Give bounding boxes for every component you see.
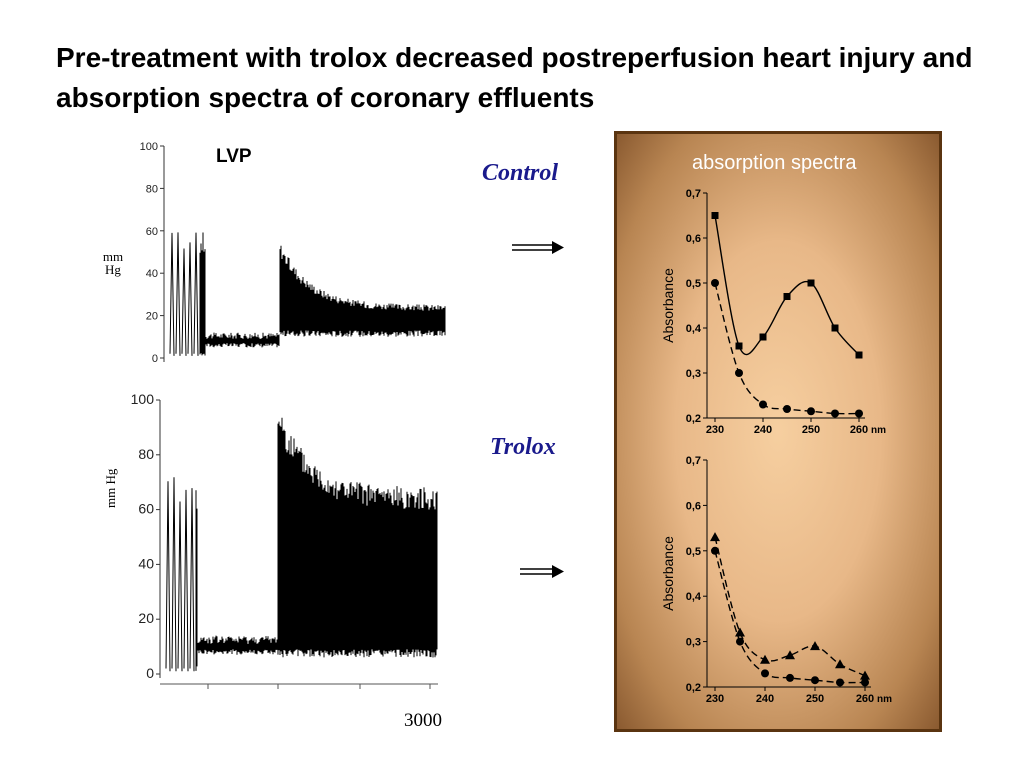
spectra-point-circle (761, 669, 769, 678)
spectra-point-circle (783, 405, 791, 413)
control-label: Control (482, 160, 559, 186)
spectra-y-tick-label: 0,3 (686, 637, 701, 649)
spectra-y-label: Absorbance (660, 536, 676, 611)
spectra-point-triangle (735, 627, 745, 637)
lvp-waveform (169, 232, 446, 356)
spectra-x-tick-label: 240 (754, 424, 772, 436)
spectra-point-circle (861, 678, 869, 687)
spectra-point-circle (786, 673, 794, 682)
spectra-y-tick-label: 0,4 (686, 591, 702, 603)
spectra-y-tick-label: 0,2 (686, 682, 701, 694)
spectra-y-label: Absorbance (660, 268, 676, 343)
spectra-chart-trolox: 0,7 0,6 0,5 0,4 0,3 0,2 230 240 250 260 nm Absorban… (660, 455, 892, 705)
spectra-point-square (783, 293, 791, 300)
lvp-tick-label: 40 (138, 555, 154, 571)
spectra-x-tick-label: 250 (802, 424, 820, 436)
spectra-series-line-square (714, 215, 860, 356)
spectra-point-circle (811, 676, 819, 685)
lvp-chart-control: 100 80 60 40 20 0 (140, 141, 446, 365)
spectra-point-square (759, 333, 767, 341)
lvp-tick-label: 0 (146, 665, 154, 681)
spectra-point-square (807, 279, 815, 287)
lvp-ticks-trolox: 100 80 60 40 20 0 (131, 391, 160, 681)
spectra-point-circle (711, 546, 719, 555)
spectra-y-tick-label: 0,5 (686, 278, 701, 290)
lvp-tick-label: 0 (152, 353, 158, 365)
lvp-trace-control (169, 232, 446, 356)
spectra-x-tick-label: 260 (850, 424, 868, 436)
spectra-y-tick-label: 0,5 (686, 546, 701, 558)
lvp-tick-label: 100 (131, 391, 155, 407)
spectra-y-tick-label: 0,6 (686, 500, 701, 512)
spectra-y-tick-label: 0,6 (686, 233, 701, 245)
spectra-point-circle (711, 279, 719, 287)
spectra-point-triangle (785, 650, 795, 660)
spectra-chart-control: 0,7 0,6 0,5 0,4 0,3 0,2 230 240 250 260 nm Absorban… (660, 188, 886, 436)
lvp-tick-label: 100 (140, 141, 158, 153)
lvp-tick-label: 60 (146, 226, 158, 238)
spectra-x-tick-label: 260 (856, 693, 874, 705)
spectra-x-tick-label: 250 (806, 693, 824, 705)
lvp-waveform (165, 417, 438, 672)
lvp-tick-label: 20 (138, 610, 154, 626)
spectra-point-square (831, 324, 839, 332)
lvp-tick-label: 20 (146, 311, 158, 323)
lvp-label: LVP (216, 146, 252, 167)
spectra-x-tick-label: 230 (706, 693, 724, 705)
spectra-y-tick-label: 0,7 (686, 188, 701, 200)
spectra-title: absorption spectra (692, 152, 857, 174)
arrow-control (512, 241, 564, 254)
spectra-point-square (855, 351, 863, 359)
spectra-point-triangle (760, 654, 770, 664)
lvp-tick-label: 80 (146, 183, 158, 195)
lvp-tick-label: 80 (138, 446, 154, 462)
spectra-point-circle (855, 409, 863, 418)
spectra-point-circle (735, 369, 743, 377)
arrow-trolox (520, 565, 564, 578)
lvp-axis-trolox (159, 400, 438, 689)
lvp-trace-trolox (165, 417, 438, 672)
spectra-point-triangle (860, 670, 870, 680)
spectra-point-circle (831, 409, 839, 418)
spectra-y-tick-label: 0,3 (686, 368, 701, 380)
spectra-x-tick-label: 240 (756, 693, 774, 705)
spectra-point-triangle (810, 641, 820, 651)
spectra-point-circle (836, 678, 844, 687)
spectra-point-circle (759, 400, 767, 409)
bottom-number: 3000 (404, 710, 442, 731)
spectra-point-circle (736, 637, 744, 646)
spectra-y-tick-label: 0,2 (686, 413, 701, 425)
spectra-point-triangle (835, 659, 845, 669)
spectra-point-square (735, 342, 743, 350)
spectra-point-square (711, 212, 719, 219)
unit-label-bottom: mm Hg (103, 468, 118, 508)
unit-label-top: mm Hg (102, 249, 124, 277)
spectra-point-circle (807, 407, 815, 416)
spectra-x-unit: nm (877, 694, 892, 705)
spectra-series-line-circle (714, 550, 866, 684)
spectra-x-tick-label: 230 (706, 424, 724, 436)
spectra-y-tick-label: 0,7 (686, 455, 701, 467)
spectra-point-triangle (710, 532, 720, 542)
spectra-panel (614, 131, 942, 732)
lvp-ticks-control: 100 80 60 40 20 0 (140, 141, 164, 365)
trolox-label: Trolox (490, 434, 556, 460)
lvp-tick-label: 40 (146, 268, 158, 280)
spectra-x-unit: nm (871, 425, 886, 436)
spectra-y-tick-label: 0,4 (686, 323, 702, 335)
slide-title: Pre-treatment with trolox decreased post… (56, 42, 973, 113)
lvp-chart-trolox: 100 80 60 40 20 0 (131, 391, 438, 689)
lvp-tick-label: 60 (138, 501, 154, 517)
